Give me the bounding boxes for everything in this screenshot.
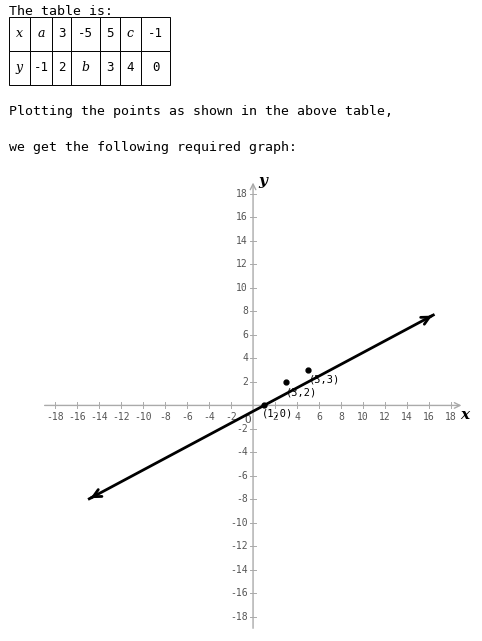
Text: b: b [82,62,90,74]
FancyBboxPatch shape [71,17,100,51]
FancyBboxPatch shape [141,51,170,85]
Text: 16: 16 [423,412,435,422]
FancyBboxPatch shape [120,17,141,51]
Text: y: y [16,62,23,74]
Text: x: x [16,28,23,40]
Text: 14: 14 [236,236,248,246]
Text: -4: -4 [203,412,215,422]
Text: 2: 2 [272,412,278,422]
Text: -18: -18 [230,612,248,622]
Text: -16: -16 [230,588,248,599]
Text: 18: 18 [236,189,248,199]
Text: 3: 3 [58,28,66,40]
Text: (1,0): (1,0) [262,409,293,419]
FancyBboxPatch shape [120,51,141,85]
Text: 2: 2 [242,377,248,387]
FancyBboxPatch shape [100,51,120,85]
Text: 10: 10 [236,283,248,293]
Text: (3,2): (3,2) [286,388,317,398]
Text: 0: 0 [152,62,160,74]
Text: -1: -1 [148,28,163,40]
Text: c: c [127,28,134,40]
FancyBboxPatch shape [30,17,52,51]
Text: (5,3): (5,3) [309,375,340,385]
Text: -16: -16 [68,412,86,422]
Text: -2: -2 [236,424,248,434]
Text: 12: 12 [236,260,248,269]
Text: O: O [244,415,251,425]
Text: -18: -18 [46,412,64,422]
Text: -12: -12 [112,412,130,422]
FancyBboxPatch shape [71,51,100,85]
Text: -6: -6 [236,471,248,481]
Text: -8: -8 [159,412,171,422]
Text: 3: 3 [106,62,114,74]
Text: y: y [258,174,268,188]
Text: Plotting the points as shown in the above table,: Plotting the points as shown in the abov… [9,105,393,119]
FancyBboxPatch shape [52,17,71,51]
FancyBboxPatch shape [141,17,170,51]
Text: 5: 5 [106,28,114,40]
FancyBboxPatch shape [9,51,30,85]
Text: 4: 4 [242,353,248,363]
Text: 10: 10 [357,412,369,422]
FancyBboxPatch shape [30,51,52,85]
Text: 2: 2 [58,62,66,74]
Text: -8: -8 [236,494,248,504]
Text: 12: 12 [379,412,391,422]
Text: we get the following required graph:: we get the following required graph: [9,141,297,154]
Text: 16: 16 [236,212,248,222]
Text: -1: -1 [34,62,49,74]
Text: 4: 4 [127,62,134,74]
Text: -4: -4 [236,447,248,458]
FancyBboxPatch shape [9,17,30,51]
Text: 8: 8 [338,412,344,422]
Text: 8: 8 [242,306,248,317]
Text: -5: -5 [78,28,94,40]
Text: -10: -10 [230,518,248,528]
Text: -2: -2 [225,412,237,422]
Text: -14: -14 [90,412,108,422]
Text: 14: 14 [401,412,413,422]
Text: 4: 4 [294,412,300,422]
Text: -12: -12 [230,542,248,551]
Text: 6: 6 [242,330,248,340]
Text: -10: -10 [134,412,152,422]
FancyBboxPatch shape [52,51,71,85]
Text: 6: 6 [316,412,322,422]
Text: x: x [460,408,469,422]
Text: -6: -6 [181,412,193,422]
Text: a: a [38,28,45,40]
Text: 18: 18 [445,412,457,422]
Text: -14: -14 [230,565,248,575]
FancyBboxPatch shape [100,17,120,51]
Text: The table is:: The table is: [9,5,113,18]
